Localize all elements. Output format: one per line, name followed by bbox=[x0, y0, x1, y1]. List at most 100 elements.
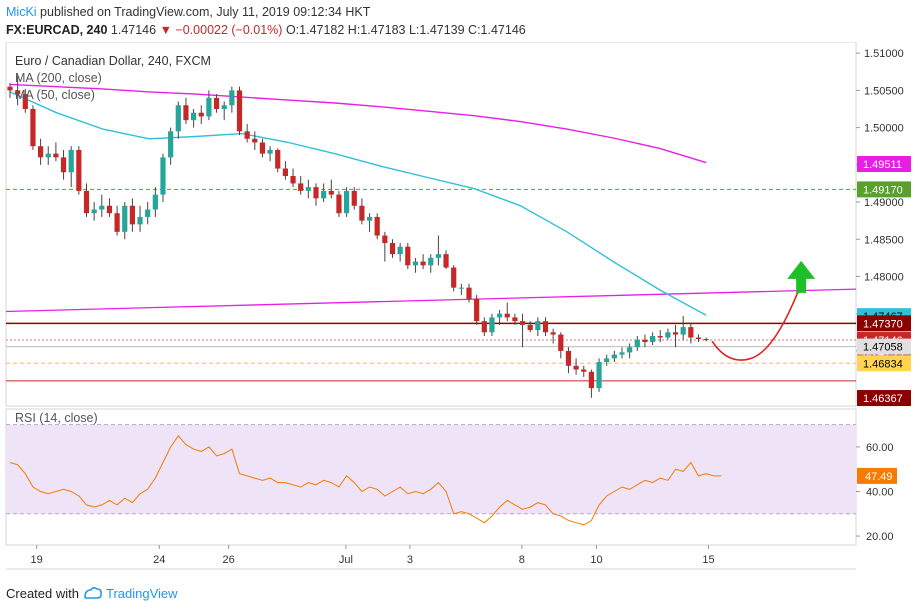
ma200-line bbox=[9, 83, 707, 164]
candle bbox=[382, 235, 388, 243]
candle bbox=[83, 190, 90, 214]
candle bbox=[7, 86, 13, 91]
candle bbox=[152, 194, 158, 210]
price-chart[interactable]: 1.510001.505001.500001.495001.490001.485… bbox=[0, 42, 920, 582]
candle bbox=[581, 369, 587, 372]
candle bbox=[504, 313, 510, 318]
candle bbox=[336, 194, 342, 214]
candle bbox=[374, 216, 380, 236]
time-tick-label: 8 bbox=[519, 554, 525, 566]
price-tick-label: 1.49000 bbox=[864, 197, 904, 209]
candle bbox=[91, 209, 97, 214]
candle bbox=[313, 187, 319, 199]
rsi-label: RSI (14, close) bbox=[15, 411, 98, 425]
candle bbox=[672, 332, 679, 335]
price-label-box bbox=[857, 315, 911, 332]
price-label-text: 1.46367 bbox=[863, 393, 903, 405]
rsi-tick-label: 60.00 bbox=[866, 442, 894, 454]
time-tick-label: 10 bbox=[590, 554, 602, 566]
candle bbox=[282, 168, 288, 176]
up-arrow-icon bbox=[787, 260, 816, 293]
candle bbox=[259, 142, 266, 154]
candle bbox=[443, 254, 449, 268]
candle bbox=[236, 90, 243, 132]
last-price: 1.47146 bbox=[110, 23, 157, 37]
footer-credit: Created with TradingView bbox=[6, 586, 178, 601]
candle bbox=[688, 327, 694, 338]
price-change: −0.00022 (−0.01%) bbox=[175, 23, 283, 37]
symbol-name: FX:EURCAD, 240 bbox=[6, 23, 108, 37]
candle bbox=[627, 347, 633, 353]
rsi-line bbox=[9, 434, 722, 526]
candle bbox=[206, 97, 212, 117]
candle bbox=[183, 105, 189, 121]
price-label-box bbox=[857, 156, 911, 173]
symbol-info: FX:EURCAD, 240 1.47146 ▼ −0.00022 (−0.01… bbox=[6, 23, 526, 37]
candle bbox=[451, 267, 457, 288]
price-label-box bbox=[857, 390, 911, 407]
price-tick-label: 1.48500 bbox=[864, 234, 904, 246]
candle bbox=[611, 354, 617, 359]
publish-info: MicKi published on TradingView.com, July… bbox=[6, 5, 370, 19]
candle bbox=[588, 371, 594, 389]
rsi-band bbox=[6, 424, 856, 514]
candle bbox=[221, 105, 227, 109]
candle bbox=[489, 317, 495, 333]
price-label-text: 1.46834 bbox=[863, 358, 903, 370]
ohlc-values: O:1.47182 H:1.47183 L:1.47139 C:1.47146 bbox=[285, 23, 526, 37]
candle bbox=[60, 157, 67, 173]
legend-ma200: MA (200, close) bbox=[15, 71, 102, 85]
chart-title: Euro / Canadian Dollar, 240, FXCM bbox=[15, 54, 211, 68]
candle bbox=[267, 149, 273, 154]
candle bbox=[168, 131, 174, 158]
candle bbox=[145, 209, 151, 217]
candle bbox=[15, 90, 21, 95]
candle bbox=[703, 339, 709, 341]
time-tick-label: 3 bbox=[407, 554, 413, 566]
candle bbox=[252, 138, 258, 143]
trendline bbox=[6, 288, 856, 313]
candle bbox=[198, 112, 204, 117]
candle bbox=[229, 90, 235, 106]
rsi-tick-label: 20.00 bbox=[866, 531, 894, 543]
candle bbox=[129, 205, 135, 225]
candle bbox=[68, 149, 74, 173]
price-label-text: 1.47058 bbox=[863, 342, 903, 354]
price-label-box bbox=[857, 181, 911, 198]
rsi-tick-label: 40.00 bbox=[866, 486, 894, 498]
candle bbox=[619, 352, 625, 355]
footer-brand[interactable]: TradingView bbox=[106, 586, 178, 601]
candle bbox=[114, 213, 120, 232]
candle bbox=[405, 246, 411, 266]
candle bbox=[458, 287, 464, 289]
candle bbox=[435, 254, 441, 258]
candle bbox=[137, 216, 143, 225]
candle bbox=[366, 216, 373, 221]
candle bbox=[634, 339, 640, 348]
candle bbox=[106, 205, 113, 214]
candle bbox=[76, 149, 82, 191]
candle bbox=[22, 94, 28, 109]
price-tick-label: 1.48000 bbox=[864, 271, 904, 283]
candle bbox=[558, 334, 564, 351]
legend-ma50: MA (50, close) bbox=[15, 88, 95, 102]
candle bbox=[328, 190, 334, 195]
candle bbox=[351, 190, 357, 206]
candle bbox=[175, 105, 181, 132]
candle bbox=[45, 153, 51, 158]
candle bbox=[565, 350, 572, 366]
time-tick-label: 19 bbox=[31, 554, 43, 566]
candle bbox=[53, 153, 59, 158]
time-tick-label: 24 bbox=[153, 554, 165, 566]
time-tick-label: 15 bbox=[702, 554, 714, 566]
candle bbox=[497, 313, 503, 318]
candle bbox=[321, 190, 327, 199]
author-name[interactable]: MicKi bbox=[6, 5, 37, 19]
candle bbox=[650, 336, 656, 342]
candle bbox=[389, 242, 396, 255]
candle bbox=[665, 332, 671, 338]
candle bbox=[466, 287, 472, 299]
candle bbox=[290, 175, 296, 184]
price-label-box bbox=[857, 338, 911, 355]
